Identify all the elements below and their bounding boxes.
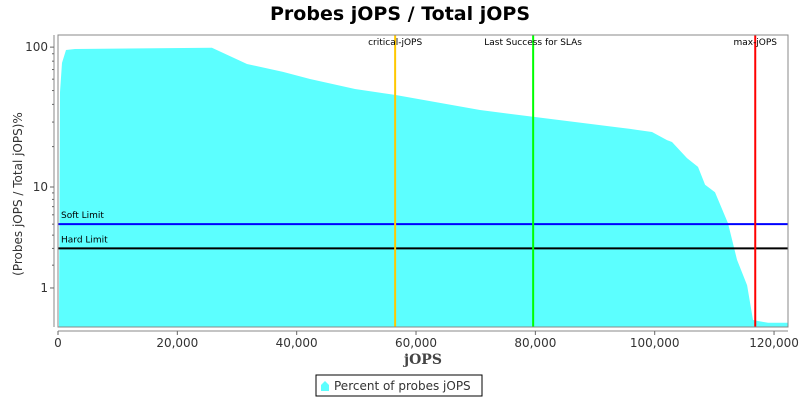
y-tick-label: 1	[40, 281, 48, 295]
x-axis-label: jOPS	[402, 352, 442, 368]
x-tick-label: 20,000	[156, 336, 198, 350]
vertical-marker-label: max-jOPS	[733, 38, 777, 48]
vertical-marker-label: critical-jOPS	[368, 38, 422, 48]
vertical-marker-label: Last Success for SLAs	[484, 38, 582, 48]
x-tick-label: 60,000	[395, 336, 437, 350]
x-tick-label: 100,000	[630, 336, 680, 350]
x-tick-label: 0	[54, 336, 62, 350]
x-tick-label: 80,000	[514, 336, 556, 350]
y-tick-label: 10	[33, 180, 48, 194]
area-series	[59, 47, 788, 328]
plot-border	[57, 34, 789, 328]
y-tick-label: 100	[25, 40, 48, 54]
horizontal-marker-label: Hard Limit	[61, 235, 108, 245]
x-tick-label: 120,000	[749, 336, 799, 350]
plot-area: Soft Limit Hard Limit critical-jOPS Last Su…	[25, 34, 799, 350]
x-tick-label: 40,000	[276, 336, 318, 350]
legend: Percent of probes jOPS	[315, 374, 483, 397]
legend-label: Percent of probes jOPS	[334, 379, 471, 393]
chart-title: Probes jOPS / Total jOPS	[270, 3, 530, 25]
horizontal-marker-label: Soft Limit	[61, 211, 104, 221]
y-axis-label: (Probes jOPS / Total jOPS)%	[11, 112, 25, 276]
legend-swatch-icon	[321, 381, 329, 391]
